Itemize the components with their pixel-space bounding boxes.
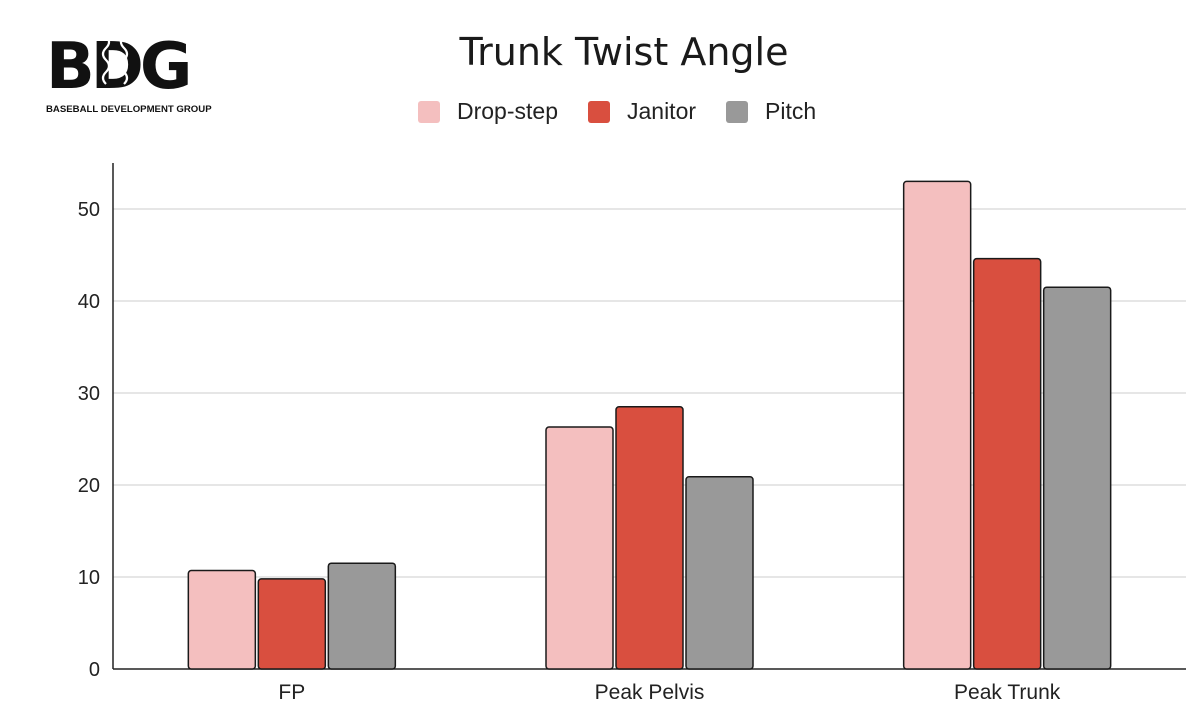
bar — [187, 569, 257, 670]
bar — [902, 180, 972, 670]
legend-swatch-janitor — [587, 100, 610, 123]
legend-swatch-drop-step — [418, 100, 440, 123]
bar — [1042, 286, 1112, 670]
bar — [615, 406, 684, 670]
bar — [545, 426, 614, 670]
legend-item-drop-step: Drop-step — [418, 98, 558, 125]
legend-label-janitor: Janitor — [626, 98, 697, 124]
y-tick-label: 10 — [78, 567, 100, 589]
y-tick-label: 50 — [78, 199, 100, 221]
x-category-label: Peak Trunk — [954, 681, 1061, 704]
logo-mark: BDG — [46, 30, 188, 104]
chart-title: Trunk Twist Angle — [459, 30, 789, 74]
chart-legend: Drop-step Janitor Pitch — [418, 98, 846, 125]
y-tick-label: 30 — [78, 383, 100, 405]
baseball-stitch-icon — [101, 35, 129, 85]
x-category-label: FP — [278, 681, 305, 704]
bdg-logo: BDG BASEBALL DEVELOPMENT GROUP — [44, 30, 234, 122]
legend-swatch-pitch — [726, 100, 749, 123]
legend-item-janitor: Janitor — [587, 98, 697, 125]
logo-graphic: BDG BASEBALL DEVELOPMENT GROUP — [46, 30, 212, 115]
legend-item-pitch: Pitch — [726, 98, 816, 125]
bar — [685, 475, 754, 670]
logo-subtitle: BASEBALL DEVELOPMENT GROUP — [46, 104, 212, 115]
legend-label-drop-step: Drop-step — [457, 98, 558, 124]
y-tick-label: 20 — [78, 475, 100, 497]
legend-label-pitch: Pitch — [765, 98, 817, 124]
y-tick-label: 0 — [89, 659, 100, 681]
bar — [972, 257, 1042, 670]
x-category-label: Peak Pelvis — [595, 681, 705, 704]
bar — [257, 578, 327, 670]
y-tick-label: 40 — [78, 291, 100, 313]
bar — [327, 562, 397, 670]
